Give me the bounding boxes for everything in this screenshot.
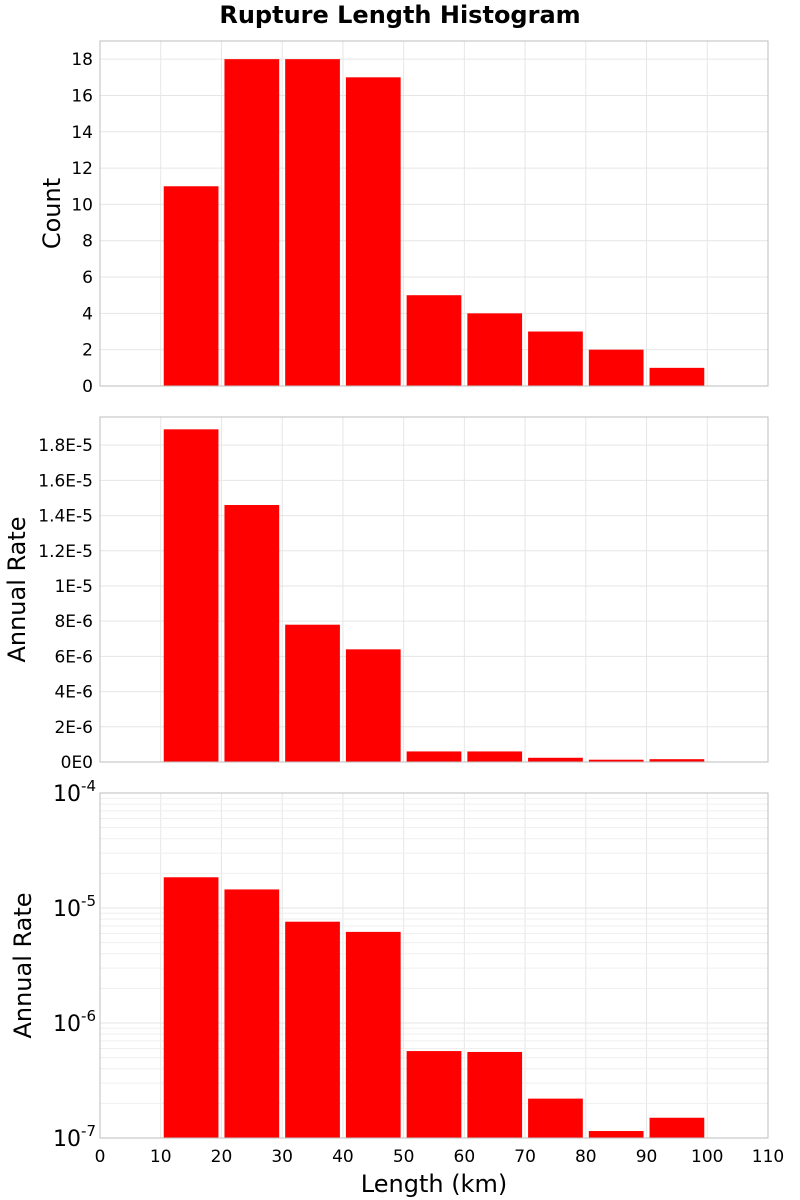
bar-1	[163, 429, 219, 762]
bar-6	[467, 751, 523, 762]
bar-3	[285, 624, 340, 762]
plot-frame	[99, 40, 769, 387]
x-tick-label: 80	[575, 1147, 597, 1167]
bar-5	[406, 751, 462, 762]
bar-4	[345, 77, 401, 386]
chart-panel-3: 10-7 10-6 10-5 10-4 Annual Rate 0 10 20 30 40 50 60…	[9, 777, 784, 1198]
bar-9	[649, 759, 705, 762]
y-tick-label: 18	[71, 50, 93, 70]
bar-8	[588, 1131, 644, 1138]
y-tick-label: 1.6E-5	[38, 471, 93, 491]
y-tick-label: 10-6	[53, 1007, 96, 1037]
y-tick-label: 14	[71, 123, 93, 143]
y-tick-label: 2	[82, 341, 93, 361]
y-tick-label: 1E-5	[54, 577, 93, 597]
bar-6	[467, 1051, 523, 1138]
chart-panel-1: 0 2 4 6 8 10 12 14 16 18 Count	[38, 40, 769, 397]
bar-1	[163, 877, 219, 1138]
bar-3	[285, 59, 340, 386]
y-tick-label: 10	[71, 195, 93, 215]
x-tick-label: 100	[691, 1147, 723, 1167]
grid-lines	[100, 793, 768, 1138]
y-tick-label: 1.2E-5	[38, 542, 93, 562]
y-tick-label: 4	[82, 304, 93, 324]
x-tick-label: 90	[636, 1147, 658, 1167]
y-tick-label: 8E-6	[54, 612, 93, 632]
y-tick-label: 4E-6	[54, 683, 93, 703]
y-tick-label: 12	[71, 159, 93, 179]
y-axis-label: Annual Rate	[9, 892, 37, 1038]
bar-2	[224, 889, 280, 1138]
x-axis-label: Length (km)	[361, 1170, 507, 1198]
plot-frame	[99, 792, 769, 1139]
bar-9	[649, 367, 705, 386]
bar-2	[224, 59, 280, 386]
bar-9	[649, 1117, 705, 1138]
y-tick-label: 10-4	[53, 777, 96, 807]
bar-1	[163, 186, 219, 386]
bar-4	[345, 931, 401, 1138]
y-tick-label: 10-7	[53, 1122, 96, 1152]
bar-7	[528, 1098, 583, 1138]
y-tick-label: 1.4E-5	[38, 507, 93, 527]
y-tick-label: 0E0	[61, 753, 93, 773]
y-tick-label: 2E-6	[54, 718, 93, 738]
bar-4	[345, 649, 401, 762]
y-axis-label: Count	[38, 178, 66, 249]
y-tick-label: 8	[82, 232, 93, 252]
x-tick-label: 70	[514, 1147, 536, 1167]
y-axis-label: Annual Rate	[3, 516, 31, 662]
bar-5	[406, 295, 462, 386]
chart-panel-2: 0E0 2E-6 4E-6 6E-6 8E-6 1E-5 1.2E-5 1.4E-5 1.6E-…	[3, 416, 769, 773]
chart-panels: 0 2 4 6 8 10 12 14 16 18 Count 0E0 2E-6 4E-6 6E-6 8E-6 1…	[3, 40, 784, 1198]
x-tick-label: 20	[211, 1147, 233, 1167]
x-tick-label: 10	[150, 1147, 172, 1167]
plot-frame	[99, 416, 769, 763]
bar-8	[588, 759, 644, 762]
bar-2	[224, 505, 280, 762]
y-tick-label: 6	[82, 268, 93, 288]
x-tick-label: 110	[752, 1147, 784, 1167]
x-tick-label: 30	[271, 1147, 293, 1167]
y-tick-label: 1.8E-5	[38, 436, 93, 456]
x-tick-label: 40	[332, 1147, 354, 1167]
bar-5	[406, 1051, 462, 1138]
y-tick-label: 16	[71, 86, 93, 106]
y-tick-label: 6E-6	[54, 647, 93, 667]
figure-title: Rupture Length Histogram	[219, 1, 580, 29]
y-tick-label: 10-5	[53, 892, 96, 922]
bar-8	[588, 349, 644, 386]
y-tick-label: 0	[82, 377, 93, 397]
bar-3	[285, 921, 340, 1138]
x-tick-label: 50	[393, 1147, 415, 1167]
bar-7	[528, 331, 583, 386]
x-tick-label: 0	[95, 1147, 106, 1167]
bar-7	[528, 757, 583, 762]
x-tick-label: 60	[454, 1147, 476, 1167]
bar-6	[467, 313, 523, 386]
